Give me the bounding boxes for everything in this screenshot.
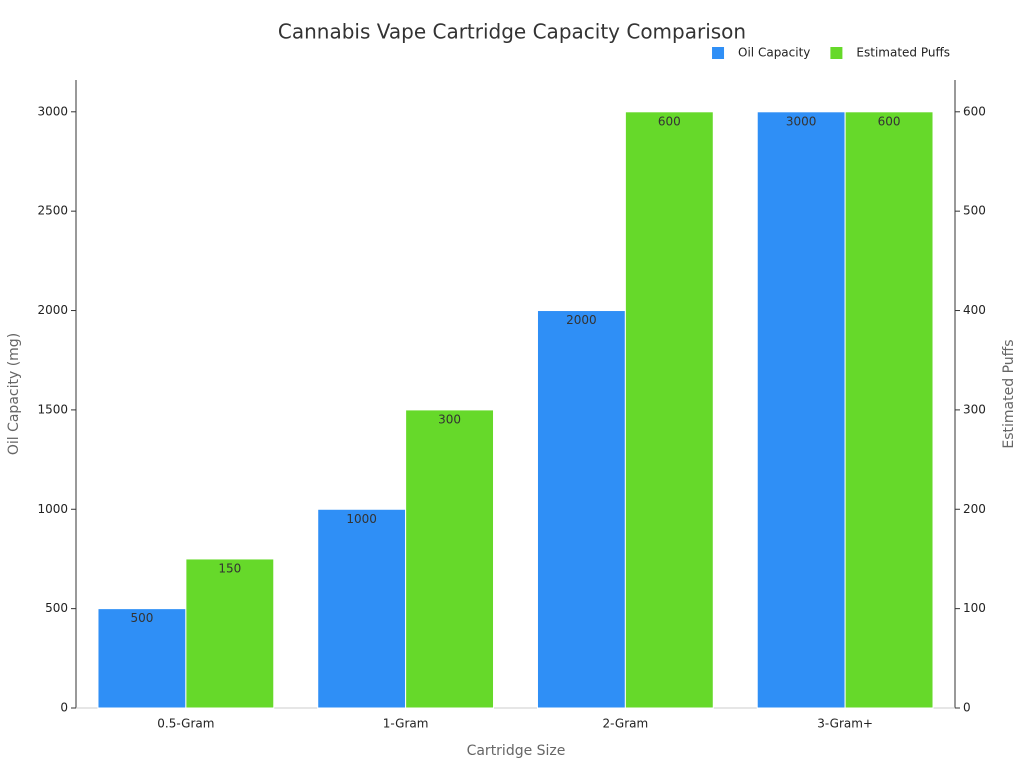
y2-axis-label: Estimated Puffs [1001,339,1017,448]
data-label: 2000 [566,313,597,327]
y-tick-label: 2000 [37,303,68,317]
data-label: 500 [130,611,153,625]
legend-swatch [830,47,843,59]
data-label: 3000 [786,114,817,128]
y2-tick-label: 400 [963,303,986,317]
x-tick-label: 1-Gram [383,717,429,731]
bar [844,111,934,709]
bar [97,608,187,709]
bar [185,558,275,709]
bar [624,111,714,709]
bar [317,508,407,709]
y-tick-label: 0 [60,701,68,715]
y-tick-label: 500 [45,601,68,615]
bar [405,409,495,709]
y2-tick-label: 300 [963,402,986,416]
y-tick-label: 1500 [37,402,68,416]
y2-tick-label: 0 [963,701,971,715]
chart-title: Cannabis Vape Cartridge Capacity Compari… [278,20,746,44]
y-tick-label: 2500 [37,204,68,218]
data-label: 300 [438,412,461,426]
bar [536,310,626,709]
x-tick-label: 0.5-Gram [157,717,214,731]
y-tick-label: 1000 [37,502,68,516]
x-axis-label: Cartridge Size [467,743,566,759]
y2-tick-label: 200 [963,502,986,516]
y-axis-label: Oil Capacity (mg) [6,333,22,455]
y2-tick-label: 100 [963,601,986,615]
legend-label: Estimated Puffs [856,46,950,60]
x-tick-label: 3-Gram+ [817,717,873,731]
data-label: 1000 [346,512,377,526]
data-label: 600 [878,114,901,128]
y2-tick-label: 600 [963,104,986,118]
y2-tick-label: 500 [963,204,986,218]
data-label: 600 [658,114,681,128]
bar [756,111,846,709]
legend-swatch [712,47,725,59]
y-tick-label: 3000 [37,104,68,118]
x-tick-label: 2-Gram [603,717,649,731]
legend-label: Oil Capacity [738,46,810,60]
data-label: 150 [218,561,241,575]
